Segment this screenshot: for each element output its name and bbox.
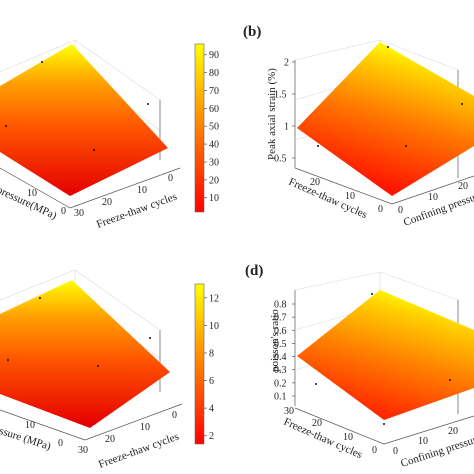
tick-label: 50 xyxy=(209,122,219,133)
y-tick: 0 xyxy=(61,206,66,217)
x-tick: 30 xyxy=(74,208,84,219)
panel-a: 30 20 10 0 10 0 Freeze-thaw cycles press… xyxy=(0,39,181,231)
panel-d: (d) 0.1 0.2 0.3 0.4 0.5 0.6 0.7 0.8 poisson's r… xyxy=(245,263,474,470)
data-point xyxy=(371,293,373,295)
data-points-b xyxy=(317,46,463,147)
z-axis-label: poisson's ratio xyxy=(269,309,281,372)
x-tick: 20 xyxy=(105,434,115,445)
axes-b xyxy=(294,167,474,205)
tick-label: 2 xyxy=(209,431,214,442)
y-tick: 20 xyxy=(458,181,468,192)
tick-label: 0.3 xyxy=(274,365,287,376)
panel-c: 30 20 10 0 10 0 Freeze-thaw cycles essur… xyxy=(0,269,183,471)
y-axis-label: Confining pressure xyxy=(399,432,474,469)
surface-c xyxy=(0,280,170,428)
z-axis-label: Peak axial strain (%) xyxy=(266,68,278,160)
y-tick: 20 xyxy=(448,426,458,437)
x-tick: 10 xyxy=(137,185,147,196)
tick-label: 0.6 xyxy=(274,326,287,337)
axes-c xyxy=(0,403,183,441)
panel-b: (b) 0.5 1 1.5 2 Peak axial strain (%) 20 10… xyxy=(243,24,474,229)
panel-label: (b) xyxy=(243,24,261,40)
data-point xyxy=(461,103,463,105)
colorbar-a-bar xyxy=(194,43,205,213)
y-tick: 0 xyxy=(58,438,63,449)
colorbar-c-bar xyxy=(194,283,205,445)
data-points-a xyxy=(5,61,149,151)
tick-label: 40 xyxy=(209,140,219,151)
data-point xyxy=(383,423,385,425)
x-tick: 0 xyxy=(378,204,383,215)
data-points-c xyxy=(7,297,151,367)
data-point xyxy=(317,145,319,147)
data-points-d xyxy=(315,293,451,425)
tick-label: 20 xyxy=(209,175,219,186)
tick-label: 10 xyxy=(209,193,219,204)
tick-label: 0.5 xyxy=(274,154,287,165)
x-tick: 30 xyxy=(284,406,294,417)
surface-a xyxy=(0,44,168,196)
tick-label: 0.7 xyxy=(274,313,287,324)
surface-d xyxy=(297,290,474,420)
y-tick: 10 xyxy=(25,420,35,431)
data-point xyxy=(149,337,151,339)
data-point xyxy=(7,359,9,361)
tick-label: 80 xyxy=(209,68,219,79)
tick-label: 6 xyxy=(209,376,214,387)
tick-label: 30 xyxy=(209,157,219,168)
y-tick: 0 xyxy=(393,446,398,457)
x-tick: 10 xyxy=(140,422,150,433)
x-tick: 10 xyxy=(345,191,355,202)
x-tick: 0 xyxy=(172,410,177,421)
tick-label: 12 xyxy=(209,293,219,304)
x-tick: 0 xyxy=(372,445,377,456)
tick-label: 0.2 xyxy=(274,378,287,389)
axes-a xyxy=(0,167,181,209)
tick-label: 8 xyxy=(209,348,214,359)
data-point xyxy=(97,365,99,367)
tick-label: 1 xyxy=(284,122,289,133)
data-point xyxy=(449,379,451,381)
tick-label: 0.8 xyxy=(274,300,287,311)
tick-label: 1.5 xyxy=(274,90,287,101)
x-axis-label: Freeze-thaw cycles xyxy=(287,176,369,221)
tick-label: 0.1 xyxy=(274,392,287,403)
x-tick: 20 xyxy=(310,177,320,188)
y-tick: 10 xyxy=(428,192,438,203)
data-point xyxy=(41,61,43,63)
data-point xyxy=(39,297,41,299)
panel-label: (d) xyxy=(245,263,263,279)
surface-b xyxy=(297,42,474,196)
tick-label: 90 xyxy=(209,50,219,61)
tick-label: 10 xyxy=(209,321,219,332)
tick-label: 2 xyxy=(284,58,289,69)
data-point xyxy=(5,125,7,127)
y-tick: 0 xyxy=(398,205,403,216)
x-tick: 10 xyxy=(343,432,353,443)
colorbar-a: 10 20 30 40 50 60 70 80 90 xyxy=(194,43,219,213)
colorbar-a-ticks: 10 20 30 40 50 60 70 80 90 xyxy=(204,50,219,204)
z-ticks-d: 0.1 0.2 0.3 0.4 0.5 0.6 0.7 0.8 xyxy=(274,300,295,403)
colorbar-c-ticks: 2 4 6 8 10 12 xyxy=(204,293,219,442)
z-ticks-b: 0.5 1 1.5 2 xyxy=(274,58,295,165)
tick-label: 0.4 xyxy=(274,352,287,363)
data-point xyxy=(387,46,389,48)
y-tick: 10 xyxy=(418,436,428,447)
data-point xyxy=(405,145,407,147)
y-tick: 10 xyxy=(27,188,37,199)
x-tick: 20 xyxy=(102,197,112,208)
data-point xyxy=(315,383,317,385)
tick-label: 70 xyxy=(209,86,219,97)
tick-label: 4 xyxy=(209,404,214,415)
axes-d xyxy=(294,407,474,445)
x-tick: 30 xyxy=(78,445,88,456)
x-tick: 20 xyxy=(312,418,322,429)
x-tick: 0 xyxy=(168,173,173,184)
data-point xyxy=(147,103,149,105)
colorbar-c: 2 4 6 8 10 12 xyxy=(194,283,219,445)
tick-label: 0.5 xyxy=(274,339,287,350)
tick-label: 60 xyxy=(209,104,219,115)
data-point xyxy=(93,149,95,151)
